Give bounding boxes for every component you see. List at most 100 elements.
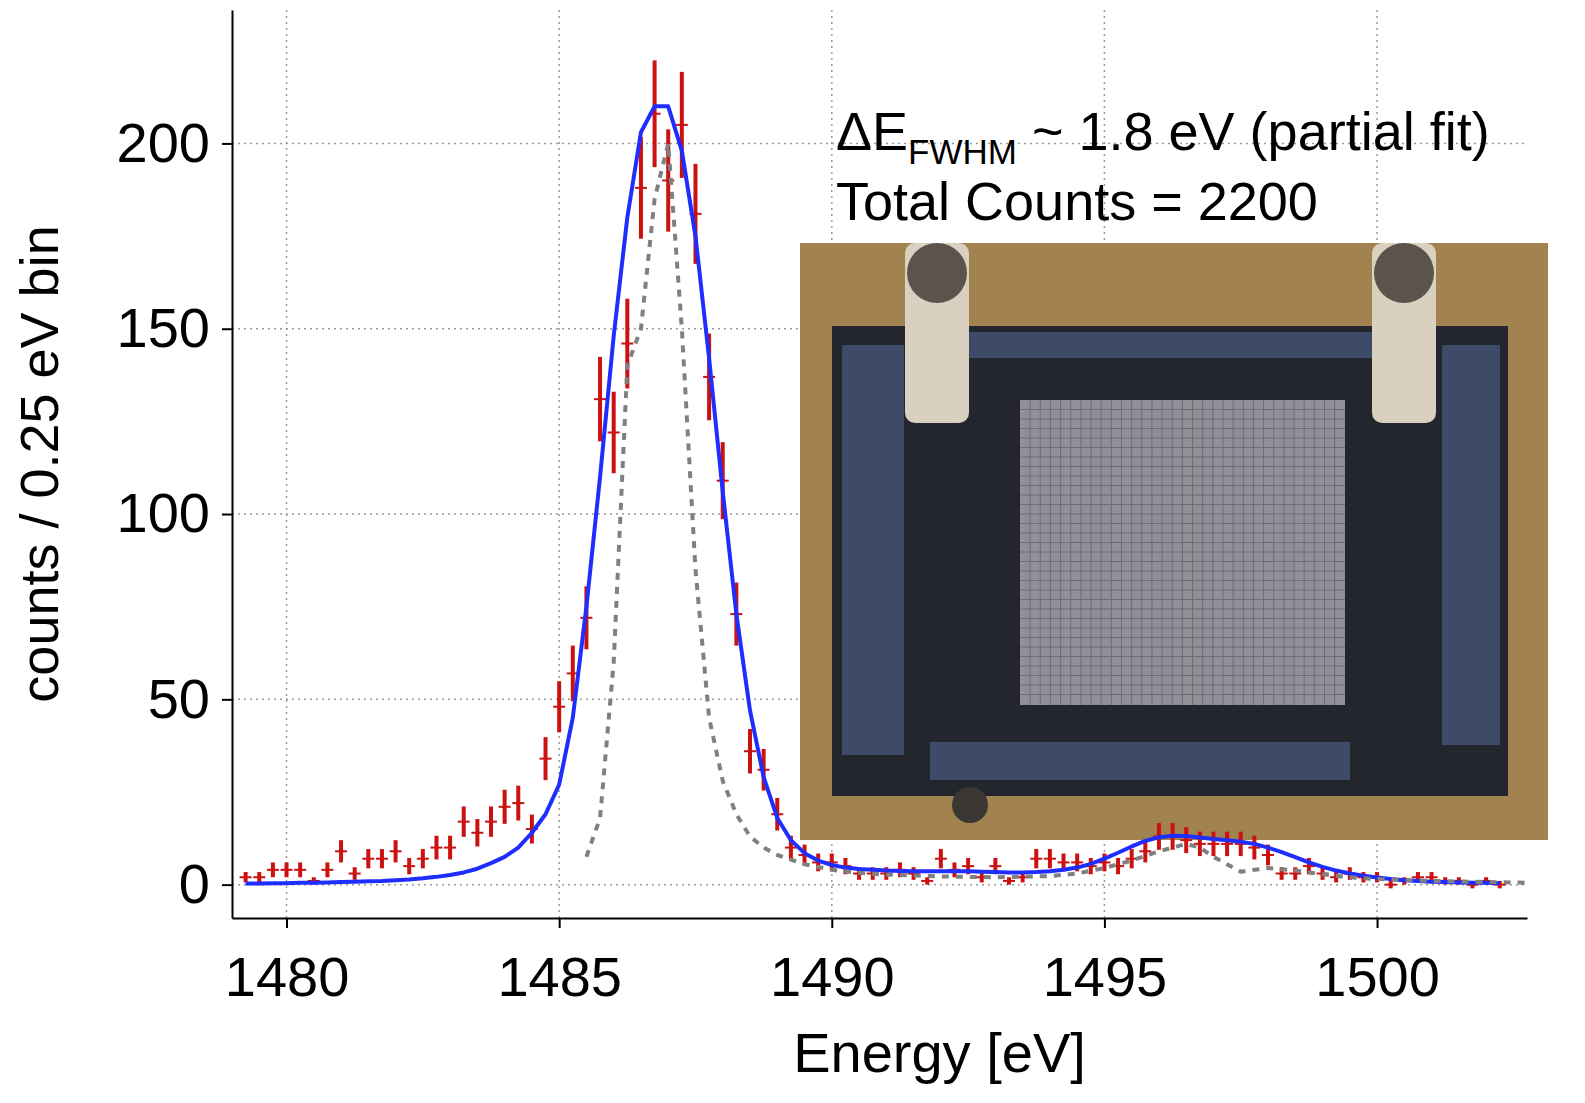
x-axis-line xyxy=(233,918,1528,920)
y-tick-mark xyxy=(222,328,232,330)
data-marker xyxy=(253,876,265,878)
inset-sensor-grid-line xyxy=(1020,618,1345,619)
y-tick-label: 150 xyxy=(117,296,210,359)
data-marker xyxy=(1044,858,1056,860)
data-marker xyxy=(376,858,388,860)
x-tick-label: 1485 xyxy=(497,945,622,1008)
inset-sensor-grid-line xyxy=(1273,400,1274,705)
data-marker xyxy=(267,869,279,871)
y-tick: 100 xyxy=(117,481,232,544)
x-tick-label: 1480 xyxy=(225,945,350,1008)
inset-sensor-grid-line xyxy=(1212,400,1213,705)
data-marker xyxy=(240,876,252,878)
data-marker xyxy=(1030,858,1042,860)
inset-sensor-grid-line xyxy=(1263,400,1264,705)
data-marker xyxy=(621,343,633,345)
inset-clamp xyxy=(905,243,969,423)
fit-component-line xyxy=(586,143,1527,882)
chart-svg: 14801485149014951500050100150200Energy [… xyxy=(0,0,1585,1103)
x-tick-mark xyxy=(1104,918,1106,928)
fit-line xyxy=(246,106,1500,883)
inset-wiring xyxy=(930,742,1350,780)
data-marker xyxy=(512,802,524,804)
inset-sensor-grid-line xyxy=(1253,400,1254,705)
data-marker xyxy=(1003,880,1015,882)
data-marker xyxy=(744,750,756,752)
x-tick: 1490 xyxy=(770,918,895,1008)
data-marker xyxy=(335,850,347,852)
inset-sensor-grid-line xyxy=(1243,400,1244,705)
data-marker xyxy=(349,873,361,875)
x-tick: 1495 xyxy=(1043,918,1168,1008)
inset-screw xyxy=(952,787,988,823)
data-marker xyxy=(1426,876,1438,878)
inset-clamp xyxy=(1372,243,1436,423)
x-tick-mark xyxy=(286,918,288,928)
data-marker xyxy=(294,869,306,871)
inset-sensor-array xyxy=(1020,400,1345,705)
x-tick: 1485 xyxy=(497,918,622,1008)
data-marker xyxy=(962,865,974,867)
data-marker xyxy=(635,187,647,189)
inset-sensor-grid-line xyxy=(1020,647,1345,648)
inset-sensor-grid-line xyxy=(1020,609,1345,610)
inset-sensor-grid-line xyxy=(1020,694,1345,695)
data-marker xyxy=(281,869,293,871)
inset-sensor-grid-line xyxy=(1304,400,1305,705)
inset-sensor-grid-line xyxy=(1020,561,1345,562)
inset-sensor-grid-line xyxy=(1020,580,1345,581)
inset-sensor-grid-line xyxy=(1020,656,1345,657)
annotation-text: ΔE xyxy=(836,101,908,161)
x-tick-mark xyxy=(559,918,561,928)
x-tick-label: 1500 xyxy=(1315,945,1440,1008)
x-tick: 1480 xyxy=(225,918,350,1008)
y-tick-mark xyxy=(222,699,232,701)
x-axis: 1480 1485 1490 1495 1500 xyxy=(225,918,1528,1008)
data-marker xyxy=(444,847,456,849)
data-marker xyxy=(321,869,333,871)
inset-sensor-grid-line xyxy=(1283,400,1284,705)
data-marker xyxy=(403,865,415,867)
inset-sensor-grid-line xyxy=(1020,685,1345,686)
y-tick-mark xyxy=(222,514,232,516)
y-tick: 150 xyxy=(117,296,232,359)
x-axis-title: Energy [eV] xyxy=(793,1021,1086,1084)
inset-sensor-grid-line xyxy=(1324,400,1325,705)
x-tick-mark xyxy=(1377,918,1379,928)
data-marker xyxy=(1207,843,1219,845)
y-tick-label: 50 xyxy=(148,667,210,730)
data-marker xyxy=(362,858,374,860)
inset-wiring xyxy=(1442,345,1500,745)
data-marker xyxy=(458,821,470,823)
inset-background xyxy=(800,243,1548,840)
data-marker xyxy=(1180,839,1192,841)
inset-sensor-grid-line xyxy=(1202,400,1203,705)
inset-sensor-grid-line xyxy=(1192,400,1193,705)
data-marker xyxy=(417,858,429,860)
data-marker xyxy=(390,850,402,852)
data-marker xyxy=(1139,850,1151,852)
inset-sensor-grid-line xyxy=(1294,400,1295,705)
y-tick-label: 0 xyxy=(179,852,210,915)
data-marker xyxy=(485,821,497,823)
y-tick-label: 100 xyxy=(117,481,210,544)
data-points xyxy=(240,60,1506,888)
inset-wiring xyxy=(905,332,1375,358)
data-marker xyxy=(1412,876,1424,878)
data-marker xyxy=(1221,843,1233,845)
data-marker xyxy=(1262,854,1274,856)
annotation-text: Total Counts = 2200 xyxy=(836,171,1318,231)
inset-sensor-grid-line xyxy=(1334,400,1335,705)
data-marker xyxy=(676,124,688,126)
annotation-subscript: FWHM xyxy=(908,132,1017,171)
inset-photo xyxy=(800,243,1548,840)
inset-sensor-grid-line xyxy=(1314,400,1315,705)
y-tick: 50 xyxy=(148,667,232,730)
y-tick-mark xyxy=(222,143,232,145)
inset-sensor-grid-line xyxy=(1020,628,1345,629)
data-marker xyxy=(430,847,442,849)
y-axis: 050100150200 xyxy=(117,11,233,919)
data-marker xyxy=(1385,884,1397,886)
data-marker xyxy=(471,832,483,834)
x-tick-mark xyxy=(831,918,833,928)
